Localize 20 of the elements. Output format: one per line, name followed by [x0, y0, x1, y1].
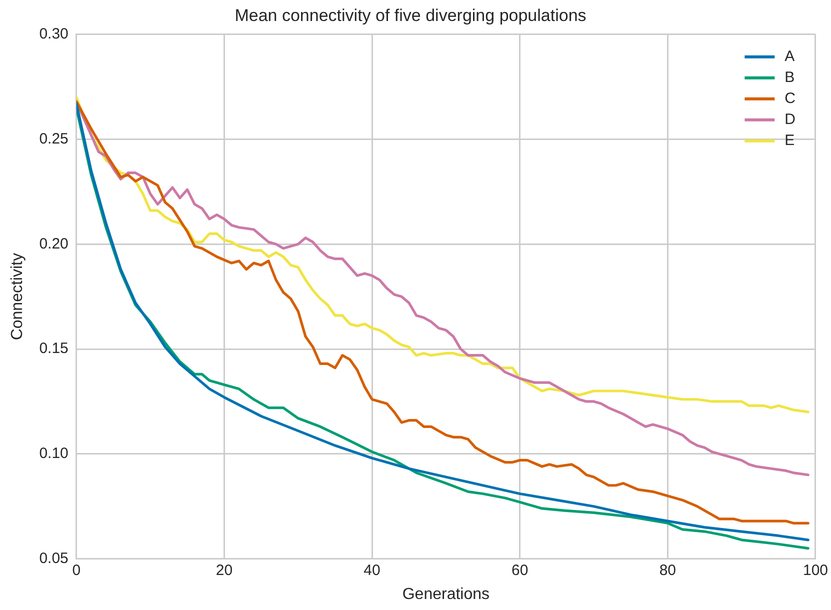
y-tick-label: 0.30	[39, 26, 68, 43]
legend-label: A	[784, 48, 795, 66]
y-tick-label: 0.20	[39, 235, 68, 252]
x-tick-label: 80	[659, 562, 676, 579]
chart-title: Mean connectivity of five diverging populations	[234, 6, 586, 25]
x-tick-label: 100	[802, 562, 828, 579]
legend-label: D	[784, 111, 796, 128]
x-tick-label: 0	[72, 562, 81, 579]
legend-label: E	[784, 132, 795, 150]
x-axis-title: Generations	[402, 586, 490, 603]
y-axis-title: Connectivity	[9, 253, 26, 340]
y-tick-label: 0.15	[39, 340, 68, 358]
x-tick-label: 20	[216, 562, 233, 579]
y-tick-label: 0.05	[39, 550, 68, 567]
legend-label: C	[784, 90, 796, 108]
y-tick-label: 0.10	[39, 445, 68, 462]
x-tick-label: 60	[512, 562, 528, 579]
legend-label: B	[784, 69, 795, 86]
y-tick-label: 0.25	[39, 130, 68, 148]
x-tick-label: 40	[364, 562, 380, 579]
